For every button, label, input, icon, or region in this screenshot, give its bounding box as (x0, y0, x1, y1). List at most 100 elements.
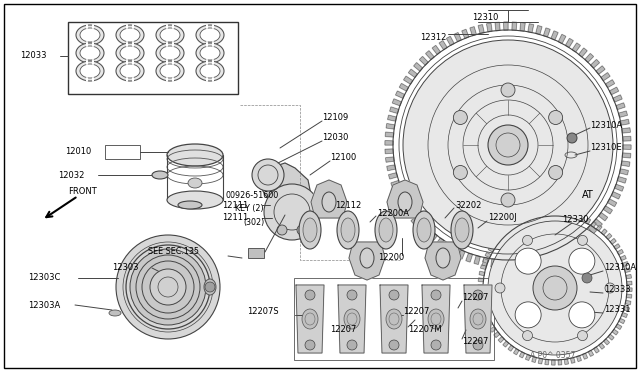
Polygon shape (422, 228, 431, 237)
Ellipse shape (167, 144, 223, 166)
Text: 12310: 12310 (472, 13, 499, 22)
Polygon shape (529, 215, 533, 220)
Circle shape (403, 40, 613, 250)
Polygon shape (541, 212, 546, 217)
Polygon shape (619, 318, 625, 324)
Polygon shape (500, 231, 506, 237)
Polygon shape (506, 227, 511, 233)
Polygon shape (394, 188, 403, 195)
Circle shape (577, 331, 588, 341)
Polygon shape (627, 281, 632, 285)
Polygon shape (490, 327, 496, 332)
Text: 12200J: 12200J (488, 214, 516, 222)
Polygon shape (484, 315, 490, 321)
Polygon shape (512, 22, 516, 30)
Polygon shape (417, 222, 425, 230)
Ellipse shape (76, 25, 104, 45)
Text: 12310A: 12310A (590, 121, 622, 129)
Polygon shape (616, 103, 625, 109)
Circle shape (501, 83, 515, 97)
Polygon shape (496, 236, 502, 242)
Polygon shape (575, 235, 584, 244)
Polygon shape (601, 73, 610, 81)
Ellipse shape (167, 191, 223, 209)
Polygon shape (386, 124, 395, 129)
Ellipse shape (299, 211, 321, 249)
Circle shape (116, 235, 220, 339)
Bar (248, 248, 264, 258)
Polygon shape (260, 163, 312, 215)
Polygon shape (451, 247, 458, 256)
Ellipse shape (120, 28, 140, 42)
Polygon shape (479, 271, 484, 276)
Circle shape (533, 266, 577, 310)
Circle shape (305, 290, 315, 300)
Polygon shape (414, 63, 422, 71)
Text: 12207: 12207 (403, 308, 429, 317)
Polygon shape (498, 337, 504, 343)
Ellipse shape (200, 46, 220, 60)
Text: 12109: 12109 (322, 113, 348, 122)
Polygon shape (528, 24, 534, 32)
Polygon shape (555, 211, 558, 216)
Text: 12303: 12303 (112, 263, 138, 273)
Text: (302): (302) (243, 218, 264, 227)
Text: 12310E: 12310E (590, 144, 621, 153)
Polygon shape (522, 217, 527, 223)
Polygon shape (582, 353, 588, 359)
Polygon shape (571, 357, 575, 363)
Polygon shape (588, 350, 593, 356)
Polygon shape (618, 177, 626, 183)
Polygon shape (596, 225, 602, 231)
Text: 12331: 12331 (604, 305, 630, 314)
Polygon shape (474, 256, 480, 264)
Polygon shape (612, 329, 618, 335)
Ellipse shape (428, 309, 444, 329)
Circle shape (389, 290, 399, 300)
Bar (68, 22, 238, 94)
Ellipse shape (76, 61, 104, 81)
Polygon shape (478, 285, 483, 288)
Circle shape (150, 269, 186, 305)
Text: AT: AT (582, 190, 594, 200)
Circle shape (252, 159, 284, 191)
Ellipse shape (341, 218, 355, 242)
Polygon shape (426, 51, 434, 60)
Polygon shape (478, 291, 483, 295)
Polygon shape (399, 83, 408, 91)
Polygon shape (596, 66, 605, 74)
Circle shape (522, 235, 532, 246)
Polygon shape (566, 38, 573, 48)
Text: 12032: 12032 (58, 170, 84, 180)
Circle shape (501, 193, 515, 207)
Polygon shape (626, 275, 631, 279)
Polygon shape (436, 238, 444, 247)
Circle shape (548, 110, 563, 125)
Polygon shape (296, 285, 324, 353)
Ellipse shape (375, 211, 397, 249)
Polygon shape (516, 220, 522, 226)
Polygon shape (586, 218, 591, 224)
Polygon shape (532, 357, 536, 362)
Polygon shape (458, 250, 465, 259)
Ellipse shape (196, 43, 224, 63)
Polygon shape (591, 221, 596, 227)
Text: KEY (2): KEY (2) (235, 203, 264, 212)
Polygon shape (387, 165, 396, 171)
Circle shape (473, 290, 483, 300)
Polygon shape (580, 216, 584, 221)
Ellipse shape (116, 25, 144, 45)
Polygon shape (610, 238, 616, 244)
Polygon shape (616, 324, 621, 329)
Ellipse shape (116, 43, 144, 63)
Polygon shape (478, 25, 484, 33)
Polygon shape (594, 347, 599, 353)
Circle shape (473, 340, 483, 350)
Polygon shape (432, 45, 440, 54)
Polygon shape (621, 161, 630, 166)
Bar (294, 278, 494, 360)
Text: A P0^ 0357: A P0^ 0357 (530, 351, 575, 360)
Text: 12207: 12207 (330, 326, 356, 334)
Polygon shape (470, 27, 476, 36)
Polygon shape (392, 99, 401, 106)
